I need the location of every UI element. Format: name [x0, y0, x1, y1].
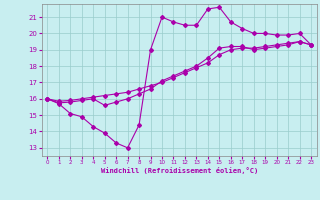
- X-axis label: Windchill (Refroidissement éolien,°C): Windchill (Refroidissement éolien,°C): [100, 167, 258, 174]
